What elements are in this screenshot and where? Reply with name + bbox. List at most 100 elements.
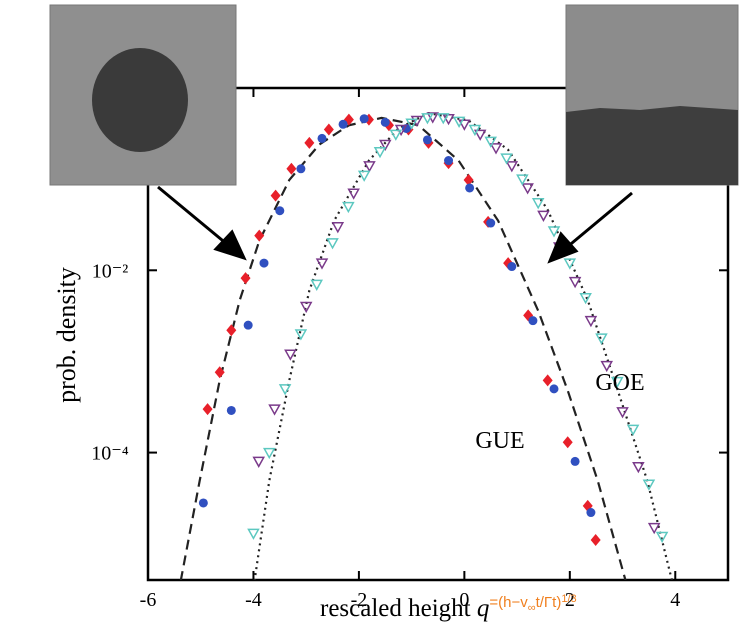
triangle-point [632,461,645,474]
triangle-point [584,315,598,328]
triangle-point [405,118,418,130]
triangle-point [410,115,424,128]
triangle-point [537,210,550,222]
x-label-text: rescaled height [320,595,471,622]
circle-point [465,183,475,193]
theory-curve [179,116,627,580]
circle-point [275,206,285,216]
triangle-point [484,136,498,148]
diamond-point [240,272,251,285]
diamond-point [226,324,237,337]
diamond-point [270,189,281,202]
diamond-point [590,533,601,546]
triangle-point [655,531,669,544]
circle-point [296,164,306,174]
circle-point [422,135,432,145]
diamond-point [542,374,553,387]
diamond-point [202,403,213,416]
triangle-point [616,407,629,419]
diamond-point [323,123,334,136]
gue-annotation: GUE [475,428,524,454]
triangle-point [347,188,360,200]
triangle-point [473,129,487,141]
left-inset [49,4,237,186]
y-axis-label: prob. density [52,267,81,403]
arrows [157,185,633,264]
triangle-point [600,360,614,373]
circle-point [528,316,538,326]
triangle-point [516,174,529,186]
x-tick-label: 0 [459,589,469,611]
triangle-point [458,119,471,131]
x-label-formula-sup: 1/3 [561,593,576,605]
x-label-formula: t/Γt) [536,594,562,611]
triangle-point [278,384,292,396]
right-inset [565,4,739,186]
triangle-point [547,226,561,238]
triangle-point [521,183,534,195]
circle-point [226,405,236,415]
x-tick-label: 2 [565,589,575,611]
diamond-point [254,229,265,242]
circle-point [570,456,580,466]
triangle-point [500,153,513,165]
circle-point [549,384,559,394]
triangle-point [610,376,624,389]
triangle-point [262,447,276,460]
triangle-point [247,528,260,540]
diamond-point [463,173,474,186]
triangle-point [505,161,519,173]
triangle-point [363,161,376,173]
triangle-point [357,170,371,182]
triangle-point [373,146,387,159]
circle-point [586,508,596,518]
diamond-point [304,136,315,149]
x-label-formula: =(h−v [489,594,528,611]
triangle-point [331,222,345,234]
triangle-point [299,301,313,314]
triangle-point [421,113,434,125]
x-label-symbol: q [477,595,490,622]
triangle-point [595,333,608,345]
plot-frame [146,86,730,582]
triangle-point [378,139,392,152]
triangle-point [579,292,592,305]
triangle-point [294,329,308,341]
x-tick-label: -4 [245,589,262,611]
triangle-point [315,258,329,270]
x-tick-label: -2 [351,589,368,611]
circle-point [338,119,348,129]
circle-point [507,262,517,272]
triangle-point [647,522,661,535]
triangle-point [268,404,281,416]
circle-point [486,218,496,228]
triangle-point [468,124,482,137]
triangle-point [452,116,466,128]
triangle-point [436,113,450,125]
circle-point [198,498,208,508]
goe-annotation: GOE [595,370,644,396]
x-tick-label: 4 [670,589,680,611]
circle-point [444,156,454,166]
triangle-point [310,279,324,291]
triangle-point [531,198,545,210]
x-label-formula-sub: ∞ [528,602,536,614]
triangle-point [642,479,656,491]
diamond-point [286,162,297,175]
triangle-point [489,143,503,155]
x-tick-label: -6 [140,589,157,611]
triangle-point [326,238,339,250]
y-tick-label: 10⁻² [92,260,129,282]
circle-point [243,320,253,330]
circle-point [359,114,369,124]
x-axis-label: rescaled height q=(h−v∞t/Γt)1/3 [320,593,577,622]
circle-point [380,117,390,127]
diamond-point [562,436,573,449]
diamond-point [214,366,225,379]
circle-point [259,258,269,268]
triangle-point [342,201,355,214]
y-tick-label: 10⁻⁴ [91,443,129,465]
circle-point [317,133,327,143]
triangle-point [389,129,403,141]
